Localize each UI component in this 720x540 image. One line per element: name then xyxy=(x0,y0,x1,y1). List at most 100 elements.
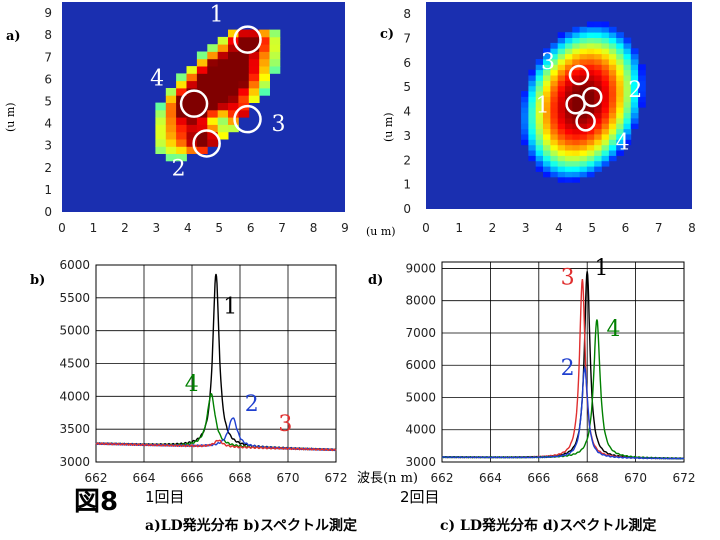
heatmap-cell xyxy=(601,96,610,103)
heatmap-cell xyxy=(248,58,260,67)
heatmap-cell xyxy=(165,88,177,96)
heatmap-cell xyxy=(238,29,250,38)
heatmap-cell xyxy=(207,131,219,140)
heatmap-cell xyxy=(196,131,208,140)
heatmap-cell xyxy=(176,109,187,118)
heatmap-cell xyxy=(521,112,529,119)
heatmap-cell xyxy=(565,32,573,38)
heatmap-cell xyxy=(608,150,617,156)
heatmap-cell xyxy=(594,42,602,49)
y-tick-label: 3000 xyxy=(405,455,436,469)
heatmap-cell xyxy=(228,124,239,133)
series-label-3: 3 xyxy=(278,412,292,437)
heatmap-cell xyxy=(543,144,551,151)
heatmap-cell xyxy=(528,69,537,76)
heatmap-cell xyxy=(207,117,219,125)
heatmap-cell xyxy=(155,102,167,111)
panel-a-label: a) xyxy=(6,29,21,44)
heatmap-cell xyxy=(565,85,573,92)
heatmap-cell xyxy=(623,42,632,49)
heatmap-cell xyxy=(176,153,187,162)
heatmap-cell xyxy=(572,91,580,97)
heatmap-cell xyxy=(594,117,602,124)
heatmap-cell xyxy=(572,37,580,44)
y-tick-label: 4000 xyxy=(59,389,90,403)
x-tick-label: 662 xyxy=(431,471,454,485)
x-tick-label: 4 xyxy=(555,221,563,235)
heatmap-cell xyxy=(579,26,588,33)
heatmap-cell xyxy=(550,69,559,76)
heatmap-cell xyxy=(572,112,580,119)
heatmap-cell xyxy=(586,53,595,60)
heatmap-cell xyxy=(579,123,588,130)
spot-label-1: 1 xyxy=(536,93,550,118)
y-tick-label: 4 xyxy=(403,105,411,119)
heatmap-cell xyxy=(608,134,617,140)
heatmap-cell xyxy=(186,131,198,140)
heatmap-cell xyxy=(586,96,595,103)
heatmap-cell xyxy=(535,128,544,135)
y-tick-label: 3000 xyxy=(59,455,90,469)
panel-c-heatmap: c) (u m) (u m) 3 2 1 4 0 1 2 3 4 5 6 7 8 0 1 2 3 4 5 6 7 8 xyxy=(366,2,696,238)
panel-b-grid xyxy=(95,264,337,463)
heatmap-cell xyxy=(616,117,624,124)
heatmap-cell xyxy=(259,73,270,82)
heatmap-cell xyxy=(550,171,559,178)
heatmap-cell xyxy=(616,53,624,60)
heatmap-cell xyxy=(579,112,588,119)
heatmap-cell xyxy=(228,44,239,52)
heatmap-cell xyxy=(601,128,610,135)
heatmap-cell xyxy=(196,124,208,133)
heatmap-cell xyxy=(217,51,229,60)
heatmap-cell xyxy=(586,128,595,135)
heatmap-cell xyxy=(543,134,551,140)
heatmap-cell xyxy=(259,29,270,38)
x-tick-label: 664 xyxy=(479,471,502,485)
heatmap-cell xyxy=(623,69,632,76)
y-tick-label: 6000 xyxy=(59,258,90,272)
heatmap-cell xyxy=(594,21,602,28)
heatmap-cell xyxy=(623,107,632,113)
heatmap-cell xyxy=(594,160,602,167)
heatmap-cell xyxy=(207,44,219,52)
heatmap-cell xyxy=(165,102,177,111)
heatmap-cell xyxy=(557,134,566,140)
heatmap-cell xyxy=(601,64,610,71)
heatmap-cell xyxy=(217,88,229,96)
series-label-1: 1 xyxy=(223,295,237,320)
heatmap-cell xyxy=(557,160,566,167)
heatmap-cell xyxy=(550,53,559,60)
panel-a-y-ticks: 0 1 2 3 4 5 6 7 8 9 xyxy=(44,6,52,219)
heatmap-cell xyxy=(565,64,573,71)
heatmap-cell xyxy=(601,123,610,130)
heatmap-cell xyxy=(238,51,250,60)
panel-a-ylabel: (u m) xyxy=(4,102,17,132)
heatmap-cell xyxy=(196,117,208,125)
x-tick-label: 2 xyxy=(121,221,129,235)
x-tick-label: 7 xyxy=(655,221,663,235)
spot-label-2: 2 xyxy=(172,156,186,181)
x-tick-label: 5 xyxy=(215,221,223,235)
y-tick-label: 7 xyxy=(44,50,52,64)
heatmap-cell xyxy=(572,59,580,65)
heatmap-cell xyxy=(572,107,580,113)
heatmap-cell xyxy=(601,75,610,81)
heatmap-cell xyxy=(579,128,588,135)
heatmap-cell xyxy=(601,53,610,60)
heatmap-cell xyxy=(207,51,219,60)
heatmap-cell xyxy=(616,123,624,130)
heatmap-cell xyxy=(572,96,580,103)
heatmap-cell xyxy=(238,44,250,52)
panel-a-spots: 1 4 3 2 xyxy=(150,3,285,182)
heatmap-cell xyxy=(217,131,229,140)
run2-label: 2回目 xyxy=(400,488,440,506)
heatmap-cell xyxy=(550,48,559,55)
x-tick-label: 666 xyxy=(527,471,550,485)
heatmap-cell xyxy=(543,112,551,119)
heatmap-cell xyxy=(630,117,639,124)
heatmap-cell xyxy=(623,53,632,60)
heatmap-cell xyxy=(579,134,588,140)
heatmap-cell xyxy=(586,123,595,130)
x-tick-label: 3 xyxy=(522,221,530,235)
heatmap-cell xyxy=(557,91,566,97)
